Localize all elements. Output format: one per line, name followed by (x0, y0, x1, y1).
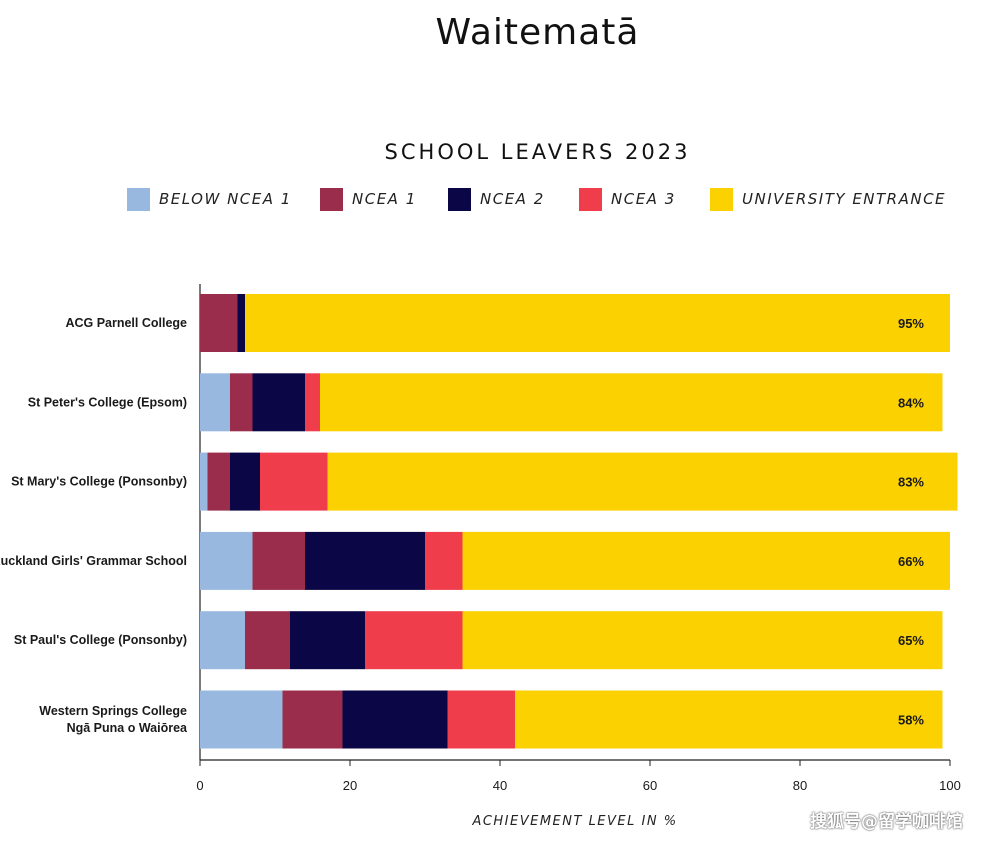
chart-title: SCHOOL LEAVERS 2023 (384, 140, 691, 164)
category-label: St Peter's College (Epsom) (28, 395, 187, 409)
x-tick-label: 40 (493, 778, 507, 793)
x-tick-label: 20 (343, 778, 357, 793)
bar-segment-ncea-1 (252, 531, 305, 590)
bar-segment-ncea-2 (290, 611, 365, 670)
x-tick-label: 0 (196, 778, 203, 793)
legend-label-below-ncea-1: BELOW NCEA 1 (159, 190, 292, 208)
bar-segment-ncea-3 (425, 531, 463, 590)
legend-swatch-ncea-3 (579, 188, 602, 211)
bar-segment-ncea-2 (237, 294, 245, 352)
bar-segment-university-entrance (462, 531, 950, 590)
x-tick-label: 100 (939, 778, 961, 793)
bar-segment-university-entrance (245, 294, 950, 352)
stacked-bar-chart: ACG Parnell College 95% St Peter's College… (0, 284, 961, 829)
category-label: ACG Parnell College (65, 316, 187, 330)
category-label: Auckland Girls' Grammar School (0, 554, 187, 568)
bar-segment-ncea-3 (365, 611, 463, 670)
legend-label-ncea-1: NCEA 1 (352, 190, 417, 208)
bar-segment-university-entrance (462, 611, 943, 670)
bar-segment-below-ncea-1 (200, 690, 283, 749)
brand-logo: Waitematā (435, 12, 640, 53)
data-label: 66% (898, 554, 924, 569)
bar-segment-ncea-3 (260, 452, 328, 511)
category-label: Western Springs College Ngā Puna o Waiōre… (39, 704, 188, 735)
data-label: 65% (898, 633, 924, 648)
category-label: St Mary's College (Ponsonby) (11, 475, 187, 489)
bar-segment-ncea-1 (282, 690, 343, 749)
legend-swatch-below-ncea-1 (127, 188, 150, 211)
bar-segment-below-ncea-1 (200, 373, 230, 432)
bar-segment-ncea-2 (342, 690, 448, 749)
data-label: 83% (898, 475, 924, 490)
bar-segment-ncea-1 (207, 452, 230, 511)
bar-segment-below-ncea-1 (200, 611, 245, 670)
bar-segment-ncea-2 (252, 373, 305, 432)
bar-segment-ncea-2 (230, 452, 260, 511)
bar-segment-ncea-3 (305, 373, 320, 432)
bar-segment-ncea-1 (245, 611, 290, 670)
watermark: 搜狐号@留学咖啡馆 (810, 812, 963, 832)
x-tick-label: 80 (793, 778, 807, 793)
legend-swatch-ncea-1 (320, 188, 343, 211)
bar-segment-ncea-1 (230, 373, 253, 432)
category-label: St Paul's College (Ponsonby) (14, 633, 187, 647)
legend-swatch-university-entrance (710, 188, 733, 211)
bar-segment-ncea-1 (200, 294, 238, 352)
bar-segment-university-entrance (515, 690, 943, 749)
legend-label-ncea-3: NCEA 3 (611, 190, 676, 208)
bar-segment-university-entrance (320, 373, 943, 432)
data-label: 84% (898, 395, 924, 410)
data-label: 58% (898, 713, 924, 728)
legend-label-ncea-2: NCEA 2 (480, 190, 545, 208)
legend-label-university-entrance: UNIVERSITY ENTRANCE (742, 190, 947, 208)
bar-segment-ncea-2 (305, 531, 425, 590)
data-label: 95% (898, 316, 924, 331)
bar-segment-below-ncea-1 (200, 531, 253, 590)
bar-segment-university-entrance (327, 452, 958, 511)
bar-segment-below-ncea-1 (200, 452, 208, 511)
legend-swatch-ncea-2 (448, 188, 471, 211)
bar-segment-ncea-3 (447, 690, 515, 749)
x-tick-label: 60 (643, 778, 657, 793)
x-axis-title: ACHIEVEMENT LEVEL IN % (471, 814, 677, 829)
